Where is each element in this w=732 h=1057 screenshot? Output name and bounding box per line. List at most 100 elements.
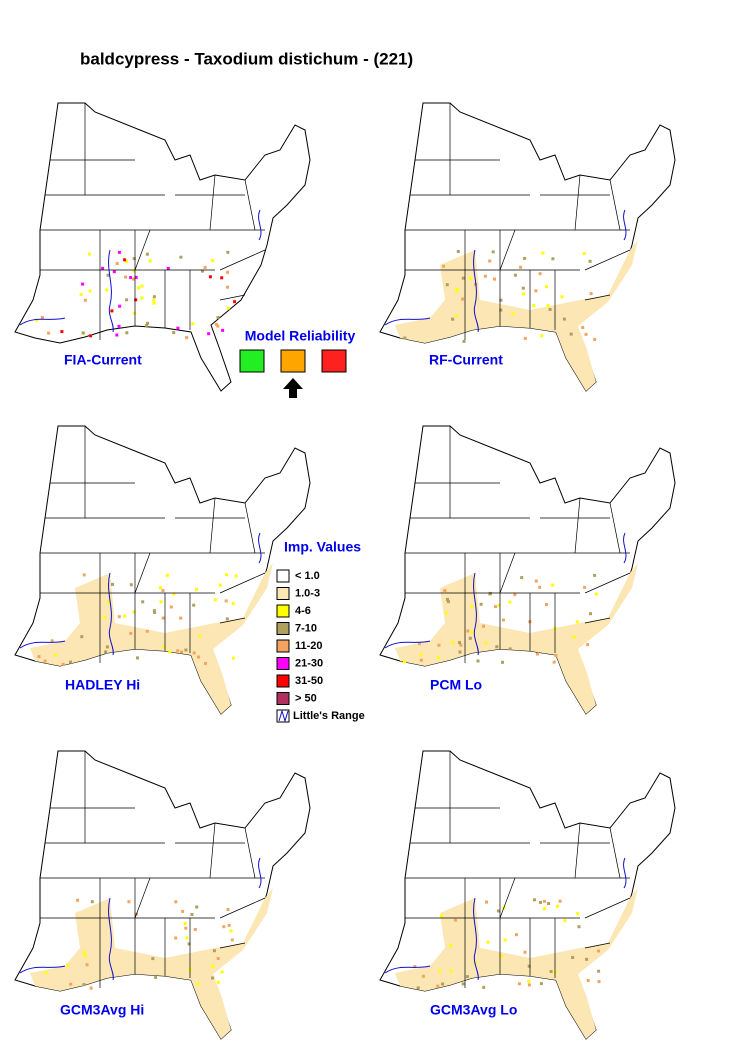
range-line: [384, 209, 627, 333]
cell: [81, 282, 85, 286]
range-line: [384, 532, 627, 656]
cell: [220, 276, 224, 280]
cell: [181, 909, 185, 913]
cell: [551, 583, 555, 587]
legend-label: Little's Range: [293, 710, 365, 722]
map: [14, 102, 311, 392]
cell: [226, 270, 230, 274]
cell: [226, 306, 230, 310]
cell: [216, 980, 220, 984]
reliability-arrow: [283, 378, 303, 398]
map: [379, 102, 676, 392]
cell: [451, 317, 455, 321]
cell: [521, 286, 525, 290]
cell: [61, 662, 65, 666]
cell: [479, 602, 483, 606]
cell: [37, 655, 41, 659]
legend-swatch: [276, 692, 290, 705]
legend-swatch: [276, 569, 290, 583]
cell: [522, 292, 525, 296]
cell: [488, 259, 492, 263]
legend-title: Imp. Values: [284, 539, 361, 555]
habitat: [30, 563, 273, 714]
cell: [485, 900, 488, 904]
cell: [218, 583, 222, 587]
cell: [225, 617, 229, 621]
cell: [520, 576, 524, 580]
cell: [153, 611, 157, 614]
cell: [85, 963, 89, 967]
state-lines: [405, 103, 631, 340]
cell: [224, 599, 228, 603]
cell: [140, 296, 144, 300]
cell: [187, 942, 191, 946]
cell: [141, 600, 145, 604]
cell: [193, 928, 197, 931]
cell: [455, 288, 459, 292]
cell: [172, 331, 176, 335]
cell: [532, 304, 536, 307]
cell: [449, 944, 453, 947]
cell: [499, 308, 503, 312]
map-label: HADLEY Hi: [65, 677, 140, 693]
cell: [79, 292, 83, 296]
cell: [413, 965, 417, 969]
cell: [117, 250, 121, 254]
cell: [538, 585, 542, 589]
cell: [226, 908, 230, 911]
cell: [552, 660, 556, 664]
legend-label: 31-50: [295, 675, 323, 687]
cell: [222, 925, 226, 929]
state-lines: [40, 751, 266, 988]
cell: [152, 609, 156, 613]
legend-swatch: [276, 622, 290, 635]
cell: [159, 600, 163, 604]
cell: [227, 923, 231, 927]
cell: [534, 289, 538, 293]
cell: [486, 940, 490, 944]
cell: [225, 573, 228, 577]
cell: [482, 985, 486, 989]
cell: [88, 289, 92, 293]
cell: [118, 304, 122, 308]
cell: [445, 283, 449, 287]
cell: [191, 322, 195, 326]
range-line: [384, 857, 627, 981]
legend-swatch: [276, 657, 290, 670]
state-lines: [40, 103, 266, 340]
cell: [546, 304, 550, 308]
cell: [154, 975, 158, 979]
cell: [436, 656, 440, 659]
cell: [115, 262, 119, 265]
cell: [211, 259, 215, 263]
cell: [203, 266, 207, 269]
cell: [195, 587, 198, 591]
map-label: FIA-Current: [64, 352, 142, 368]
cell: [132, 277, 135, 281]
cell: [468, 636, 472, 640]
map-label: GCM3Avg Lo: [430, 1002, 517, 1018]
cell: [583, 585, 587, 589]
cell: [588, 259, 592, 263]
cell: [112, 270, 116, 274]
cell: [212, 949, 216, 953]
cell: [513, 593, 517, 597]
cell: [129, 276, 133, 279]
cell: [176, 649, 180, 653]
cell: [508, 600, 512, 604]
cell: [201, 269, 204, 273]
habitat: [395, 563, 638, 714]
map: [379, 425, 676, 715]
cell: [226, 285, 229, 289]
cell: [137, 286, 140, 290]
cell: [180, 650, 184, 654]
cell: [124, 275, 128, 279]
cell: [189, 967, 192, 971]
cell: [231, 656, 235, 660]
habitat: [30, 888, 273, 1039]
cell: [50, 639, 54, 643]
cell: [455, 314, 459, 318]
cell: [417, 642, 421, 646]
cell: [83, 298, 87, 302]
land: [14, 102, 311, 392]
